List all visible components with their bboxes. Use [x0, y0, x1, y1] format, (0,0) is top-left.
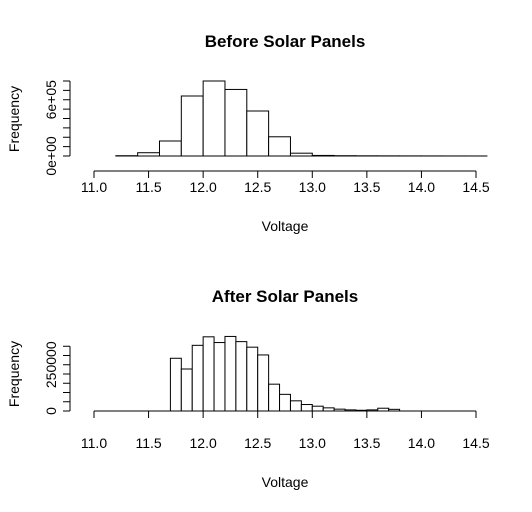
chart-title: After Solar Panels [212, 287, 358, 306]
x-axis-label: Voltage [262, 474, 309, 490]
y-tick-label: 6e+05 [43, 80, 59, 120]
x-tick-label: 13.5 [353, 179, 380, 195]
x-tick-label: 13.0 [299, 179, 326, 195]
x-tick-label: 12.5 [244, 179, 271, 195]
histogram-bar [311, 405, 324, 412]
x-tick-label: 12.5 [244, 435, 271, 451]
histogram-bar [224, 88, 248, 157]
x-tick-label: 14.0 [408, 179, 435, 195]
x-tick-label: 14.5 [462, 179, 489, 195]
bars [169, 335, 401, 412]
x-tick-label: 12.0 [190, 179, 217, 195]
histogram-bar [202, 336, 215, 412]
histogram-bar [158, 140, 182, 157]
before-panel: Before Solar Panels Frequency Voltage 11… [6, 32, 490, 234]
histogram-bar [257, 354, 270, 412]
x-tick-label: 11.0 [81, 179, 107, 195]
y-axis-label-group: Frequency [6, 86, 22, 152]
y-axis: 0 250000 [43, 341, 71, 415]
chart-title: Before Solar Panels [205, 32, 366, 51]
histogram-bar [202, 80, 226, 157]
x-tick-label: 13.5 [353, 435, 380, 451]
y-tick-label: 0 [43, 407, 59, 415]
x-tick-label: 14.0 [408, 435, 435, 451]
histogram-bar [246, 110, 270, 157]
histogram-bar [311, 154, 335, 157]
histogram-bar [180, 368, 193, 412]
x-tick-label: 11.0 [81, 435, 107, 451]
y-tick-label: 0e+00 [43, 136, 59, 176]
histogram-bar [169, 357, 182, 412]
histogram-bar [268, 136, 291, 157]
histogram-bar [191, 344, 204, 412]
histogram-bar [279, 393, 291, 412]
bars [115, 80, 488, 157]
y-axis-label: Frequency [6, 86, 22, 152]
y-axis-label-group: Frequency [6, 341, 22, 407]
histogram-bar [213, 342, 226, 412]
y-axis-label: Frequency [6, 341, 22, 407]
histogram-bar [180, 95, 204, 157]
x-tick-label: 11.5 [135, 435, 161, 451]
histogram-bar [300, 404, 313, 412]
x-tick-label: 14.5 [462, 435, 489, 451]
x-tick-label: 12.0 [190, 435, 217, 451]
y-axis: 0e+00 6e+05 [43, 80, 71, 176]
histogram-bar [246, 346, 259, 412]
x-axis-label: Voltage [262, 218, 309, 234]
histogram-bar [235, 341, 248, 412]
histogram-bar [137, 152, 160, 157]
histogram-bar [289, 400, 302, 412]
histogram-bar [268, 383, 281, 412]
x-axis: 11.0 11.5 12.0 12.5 13.0 13.5 14.0 14.5 [81, 410, 490, 451]
x-tick-label: 13.0 [299, 435, 326, 451]
histogram-bar [289, 152, 313, 157]
x-tick-label: 11.5 [135, 179, 161, 195]
y-tick-label: 250000 [43, 341, 59, 388]
histogram-bar [224, 335, 237, 412]
x-axis: 11.0 11.5 12.0 12.5 13.0 13.5 14.0 14.5 [81, 170, 490, 195]
after-panel: After Solar Panels Frequency Voltage 11.… [6, 287, 490, 490]
